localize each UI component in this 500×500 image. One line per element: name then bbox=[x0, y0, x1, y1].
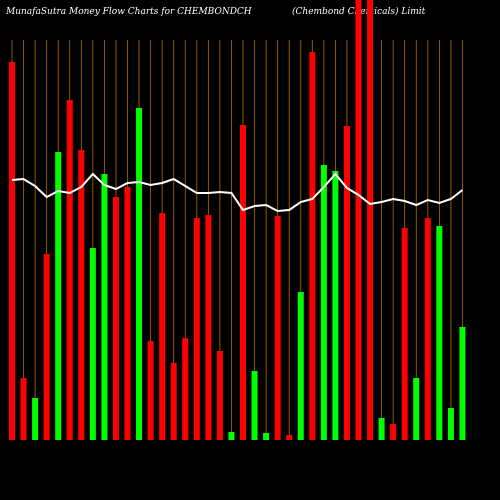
bar bbox=[101, 174, 108, 440]
bar bbox=[124, 187, 131, 440]
bar bbox=[401, 228, 408, 440]
bar bbox=[459, 327, 466, 440]
bar bbox=[413, 378, 420, 440]
bar bbox=[447, 408, 454, 440]
bar bbox=[355, 0, 362, 440]
bar bbox=[228, 432, 235, 440]
bar bbox=[55, 152, 62, 440]
bar bbox=[32, 398, 39, 440]
bar bbox=[390, 424, 397, 440]
bar bbox=[147, 341, 154, 440]
trend-line bbox=[11, 172, 464, 213]
bar bbox=[378, 418, 385, 440]
bar bbox=[182, 338, 189, 440]
bar bbox=[9, 62, 15, 440]
bar bbox=[367, 0, 374, 440]
bar bbox=[424, 218, 431, 440]
bar bbox=[309, 52, 316, 440]
bar bbox=[332, 171, 339, 440]
bar bbox=[297, 292, 304, 440]
chart-title: MunafaSutra Money Flow Charts for CHEMBO… bbox=[5, 7, 252, 17]
bar bbox=[89, 248, 96, 440]
bar bbox=[274, 216, 281, 440]
bar bbox=[240, 125, 246, 440]
bar bbox=[205, 215, 212, 440]
bar bbox=[216, 351, 223, 440]
bar bbox=[170, 363, 177, 440]
bar bbox=[320, 165, 327, 440]
bar bbox=[286, 435, 293, 440]
bar bbox=[343, 126, 350, 440]
bar bbox=[159, 213, 166, 440]
bar bbox=[78, 150, 85, 440]
bar bbox=[436, 226, 443, 440]
bar bbox=[43, 254, 50, 440]
bar bbox=[136, 108, 143, 440]
bar bbox=[66, 100, 73, 440]
bar bbox=[263, 433, 270, 440]
bar bbox=[251, 371, 258, 440]
bar bbox=[112, 197, 119, 440]
bar bbox=[193, 218, 200, 440]
bar bbox=[20, 378, 27, 440]
